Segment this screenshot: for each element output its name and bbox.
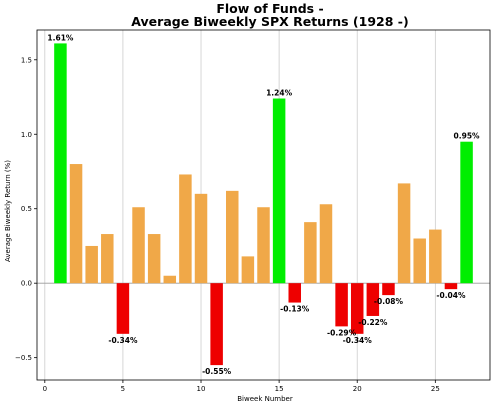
bar bbox=[147, 234, 161, 284]
bar bbox=[163, 275, 177, 284]
data-label: 1.24% bbox=[266, 89, 293, 98]
y-tick-label: 0.0 bbox=[21, 280, 32, 288]
bar bbox=[85, 245, 98, 284]
bar bbox=[444, 283, 458, 290]
y-tick-label: −0.5 bbox=[15, 354, 32, 362]
bar bbox=[413, 238, 426, 284]
bar bbox=[241, 256, 255, 284]
y-tick-label: 0.5 bbox=[21, 205, 32, 213]
x-tick-label: 10 bbox=[197, 385, 206, 393]
y-axis-ticks: −0.5 0.0 0.5 1.0 1.5 bbox=[15, 56, 37, 362]
data-label: -0.08% bbox=[374, 297, 404, 306]
bar bbox=[69, 164, 83, 284]
bar bbox=[397, 183, 411, 284]
bar bbox=[226, 190, 239, 284]
x-axis-label: Biweek Number bbox=[237, 395, 293, 403]
x-tick-label: 0 bbox=[43, 385, 47, 393]
data-label: -0.22% bbox=[358, 318, 388, 327]
x-tick-label: 5 bbox=[121, 385, 125, 393]
chart-title-line1: Flow of Funds - bbox=[216, 1, 323, 16]
x-tick-label: 25 bbox=[431, 385, 440, 393]
data-label: -0.29% bbox=[327, 328, 357, 337]
data-label: -0.34% bbox=[343, 336, 373, 345]
bar bbox=[350, 283, 364, 334]
data-label: 0.95% bbox=[454, 132, 481, 141]
y-tick-label: 1.0 bbox=[21, 131, 32, 139]
bars bbox=[54, 43, 473, 366]
data-labels: 1.61%-0.34%-0.55%1.24%-0.13%-0.29%-0.34%… bbox=[47, 33, 480, 376]
bar bbox=[54, 43, 67, 284]
bar bbox=[335, 283, 348, 327]
bar bbox=[272, 98, 286, 284]
data-label: 1.61% bbox=[47, 33, 74, 42]
bar bbox=[101, 234, 114, 284]
data-label: -0.55% bbox=[202, 367, 232, 376]
y-axis-label: Average Biweekly Return (%) bbox=[4, 160, 12, 262]
x-tick-label: 15 bbox=[275, 385, 284, 393]
bar bbox=[116, 283, 130, 334]
bar bbox=[179, 174, 192, 284]
bar bbox=[304, 222, 317, 284]
data-label: -0.04% bbox=[436, 291, 466, 300]
bar bbox=[257, 207, 270, 284]
plot-frame bbox=[36, 29, 491, 381]
data-label: -0.13% bbox=[280, 305, 310, 314]
bar bbox=[366, 283, 380, 316]
bar bbox=[460, 141, 473, 284]
x-tick-label: 20 bbox=[353, 385, 362, 393]
x-axis-ticks: 0 5 10 15 20 25 bbox=[43, 380, 440, 393]
bar bbox=[210, 283, 223, 366]
bar bbox=[382, 283, 395, 296]
y-tick-label: 1.5 bbox=[21, 56, 32, 64]
chart-title-line2: Average Biweekly SPX Returns (1928 -) bbox=[131, 14, 408, 29]
bar bbox=[319, 204, 333, 284]
grid-lines bbox=[44, 30, 436, 380]
bar bbox=[194, 193, 208, 284]
bar bbox=[429, 229, 442, 284]
bar bbox=[132, 207, 145, 284]
bar bbox=[288, 283, 301, 303]
data-label: -0.34% bbox=[108, 336, 138, 345]
